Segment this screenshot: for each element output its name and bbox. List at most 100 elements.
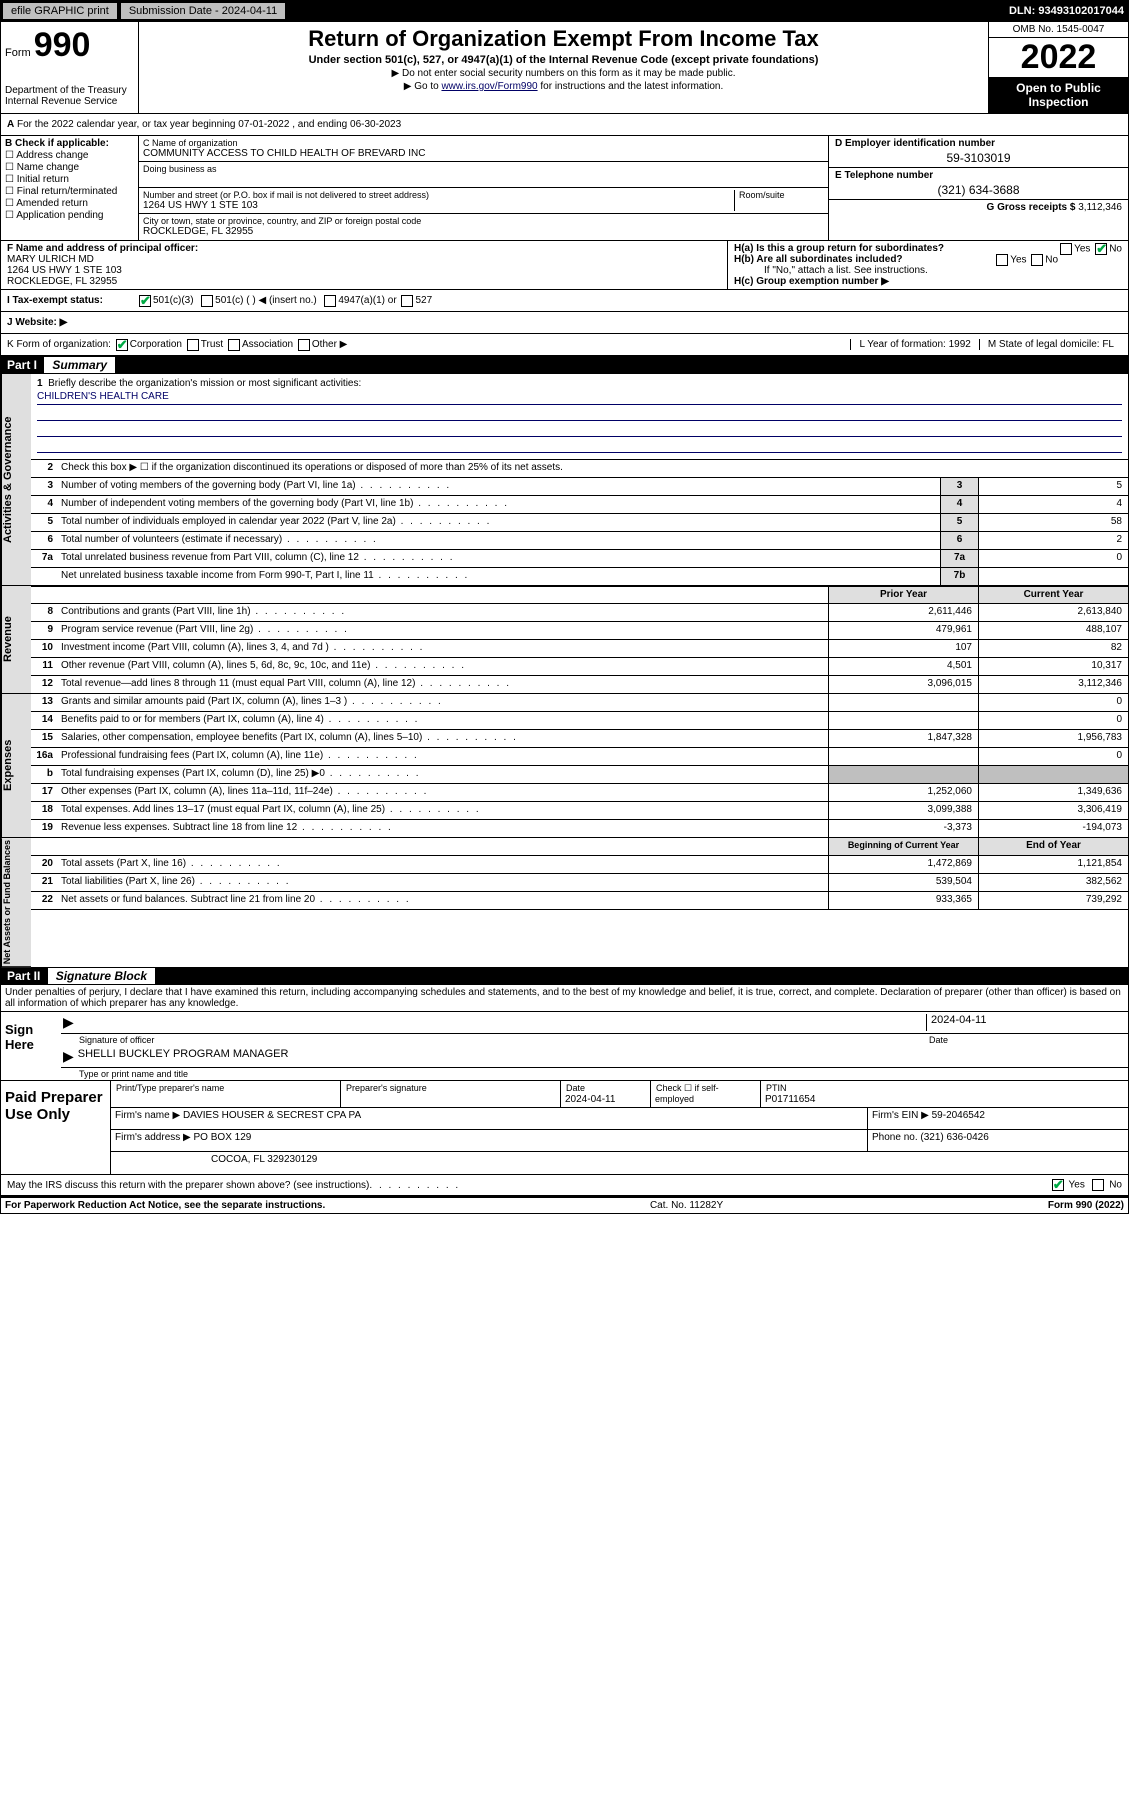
- org-address: 1264 US HWY 1 STE 103: [143, 200, 734, 211]
- part2-header: Part II Signature Block: [1, 967, 1128, 985]
- goto-pre: ▶ Go to: [404, 81, 442, 92]
- hb-note: If "No," attach a list. See instructions…: [734, 265, 1122, 276]
- addr-label: Number and street (or P.O. box if mail i…: [143, 190, 734, 200]
- ptin-label: PTIN: [765, 1082, 788, 1094]
- org-name: COMMUNITY ACCESS TO CHILD HEALTH OF BREV…: [143, 148, 824, 159]
- prep-date: 2024-04-11: [565, 1094, 615, 1105]
- discuss-no[interactable]: [1092, 1179, 1104, 1191]
- line-a: A For the 2022 calendar year, or tax yea…: [1, 114, 1128, 136]
- head-prior: Prior Year: [828, 587, 978, 603]
- vtab-revenue: Revenue: [1, 586, 31, 694]
- table-row: 17 Other expenses (Part IX, column (A), …: [31, 784, 1128, 802]
- ptin-value: P01711654: [765, 1094, 815, 1105]
- gross-label: G Gross receipts $: [987, 202, 1076, 213]
- discuss-yes[interactable]: [1052, 1179, 1064, 1191]
- table-row: 12 Total revenue—add lines 8 through 11 …: [31, 676, 1128, 694]
- sig-officer-label: Signature of officer: [61, 1034, 928, 1046]
- dept: Department of the Treasury Internal Reve…: [5, 85, 134, 107]
- chk-corp[interactable]: [116, 339, 128, 351]
- efile-label: efile GRAPHIC print: [2, 2, 118, 20]
- line-i-label: I Tax-exempt status:: [7, 295, 137, 306]
- firm-name: DAVIES HOUSER & SECREST CPA PA: [183, 1110, 361, 1121]
- part1-header: Part I Summary: [1, 356, 1128, 374]
- table-row: 16a Professional fundraising fees (Part …: [31, 748, 1128, 766]
- officer-name-title: SHELLI BUCKLEY PROGRAM MANAGER: [78, 1048, 289, 1065]
- dba-label: Doing business as: [143, 164, 824, 174]
- ha-no[interactable]: [1095, 243, 1107, 255]
- submission-date: Submission Date - 2024-04-11: [120, 2, 286, 20]
- top-bar: efile GRAPHIC print Submission Date - 20…: [1, 1, 1128, 22]
- chk-other[interactable]: [298, 339, 310, 351]
- footer-right: Form 990 (2022): [1048, 1200, 1124, 1211]
- table-row: 10 Investment income (Part VIII, column …: [31, 640, 1128, 658]
- table-row: b Total fundraising expenses (Part IX, c…: [31, 766, 1128, 784]
- officer-label: F Name and address of principal officer:: [7, 243, 198, 254]
- omb: OMB No. 1545-0047: [989, 22, 1128, 38]
- head-end: End of Year: [978, 838, 1128, 855]
- year-formation: L Year of formation: 1992: [850, 339, 978, 350]
- chk-application-pending[interactable]: ☐ Application pending: [5, 210, 134, 221]
- subtitle-1: Under section 501(c), 527, or 4947(a)(1)…: [143, 54, 984, 66]
- vtab-netassets: Net Assets or Fund Balances: [1, 838, 31, 967]
- box-b: B Check if applicable: ☐ Address change …: [1, 136, 139, 240]
- phone-label: E Telephone number: [835, 170, 933, 181]
- table-row: 18 Total expenses. Add lines 13–17 (must…: [31, 802, 1128, 820]
- org-city: ROCKLEDGE, FL 32955: [143, 226, 824, 237]
- sig-date: 2024-04-11: [926, 1014, 1126, 1031]
- chk-address-change[interactable]: ☐ Address change: [5, 150, 134, 161]
- chk-assoc[interactable]: [228, 339, 240, 351]
- ha-yes[interactable]: [1060, 243, 1072, 255]
- hc-label: H(c) Group exemption number ▶: [734, 276, 889, 287]
- form-header: Form 990 Department of the Treasury Inte…: [1, 22, 1128, 114]
- ein-label: D Employer identification number: [835, 138, 995, 149]
- sig-arrow-icon: ▶: [63, 1014, 74, 1031]
- firm-addr-label: Firm's address ▶: [115, 1132, 191, 1143]
- dln: DLN: 93493102017044: [1009, 5, 1128, 17]
- firm-addr1: PO BOX 129: [194, 1132, 252, 1143]
- firm-name-label: Firm's name ▶: [115, 1110, 180, 1121]
- footer-mid: Cat. No. 11282Y: [325, 1200, 1048, 1211]
- chk-amended-return[interactable]: ☐ Amended return: [5, 198, 134, 209]
- table-row: 4 Number of independent voting members o…: [31, 496, 1128, 514]
- city-label: City or town, state or province, country…: [143, 216, 824, 226]
- q1-text: Briefly describe the organization's miss…: [48, 378, 361, 389]
- form-word: Form: [5, 47, 31, 59]
- hb-yes[interactable]: [996, 254, 1008, 266]
- ha-label: H(a) Is this a group return for subordin…: [734, 243, 944, 254]
- gross-value: 3,112,346: [1078, 202, 1122, 213]
- ein-value: 59-3103019: [835, 151, 1122, 165]
- table-row: 5 Total number of individuals employed i…: [31, 514, 1128, 532]
- declaration: Under penalties of perjury, I declare th…: [1, 985, 1128, 1012]
- tax-year: 2022: [989, 38, 1128, 77]
- prep-sig-label: Preparer's signature: [345, 1082, 428, 1094]
- vtab-expenses: Expenses: [1, 694, 31, 838]
- line-k-label: K Form of organization:: [7, 339, 111, 350]
- hb-no[interactable]: [1031, 254, 1043, 266]
- officer-name: MARY ULRICH MD: [7, 254, 94, 265]
- table-row: 20 Total assets (Part X, line 16) 1,472,…: [31, 856, 1128, 874]
- chk-trust[interactable]: [187, 339, 199, 351]
- head-begin: Beginning of Current Year: [828, 838, 978, 855]
- chk-final-return[interactable]: ☐ Final return/terminated: [5, 186, 134, 197]
- chk-501c3[interactable]: [139, 295, 151, 307]
- line-a-text: For the 2022 calendar year, or tax year …: [17, 119, 401, 130]
- table-row: 9 Program service revenue (Part VIII, li…: [31, 622, 1128, 640]
- org-name-label: C Name of organization: [143, 138, 824, 148]
- room-label: Room/suite: [739, 190, 824, 200]
- prep-date-label: Date: [565, 1082, 586, 1094]
- goto-post: for instructions and the latest informat…: [538, 81, 724, 92]
- firm-phone-label: Phone no.: [872, 1132, 918, 1143]
- officer-addr2: ROCKLEDGE, FL 32955: [7, 276, 117, 287]
- form-title: Return of Organization Exempt From Incom…: [143, 26, 984, 52]
- table-row: 11 Other revenue (Part VIII, column (A),…: [31, 658, 1128, 676]
- phone-value: (321) 634-3688: [835, 183, 1122, 197]
- chk-4947[interactable]: [324, 295, 336, 307]
- table-row: 8 Contributions and grants (Part VIII, l…: [31, 604, 1128, 622]
- table-row: 21 Total liabilities (Part X, line 26) 5…: [31, 874, 1128, 892]
- chk-initial-return[interactable]: ☐ Initial return: [5, 174, 134, 185]
- chk-527[interactable]: [401, 295, 413, 307]
- chk-501c[interactable]: [201, 295, 213, 307]
- irs-link[interactable]: www.irs.gov/Form990: [441, 81, 537, 92]
- chk-name-change[interactable]: ☐ Name change: [5, 162, 134, 173]
- table-row: 7a Total unrelated business revenue from…: [31, 550, 1128, 568]
